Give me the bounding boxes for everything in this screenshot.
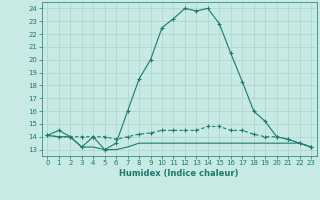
X-axis label: Humidex (Indice chaleur): Humidex (Indice chaleur): [119, 169, 239, 178]
